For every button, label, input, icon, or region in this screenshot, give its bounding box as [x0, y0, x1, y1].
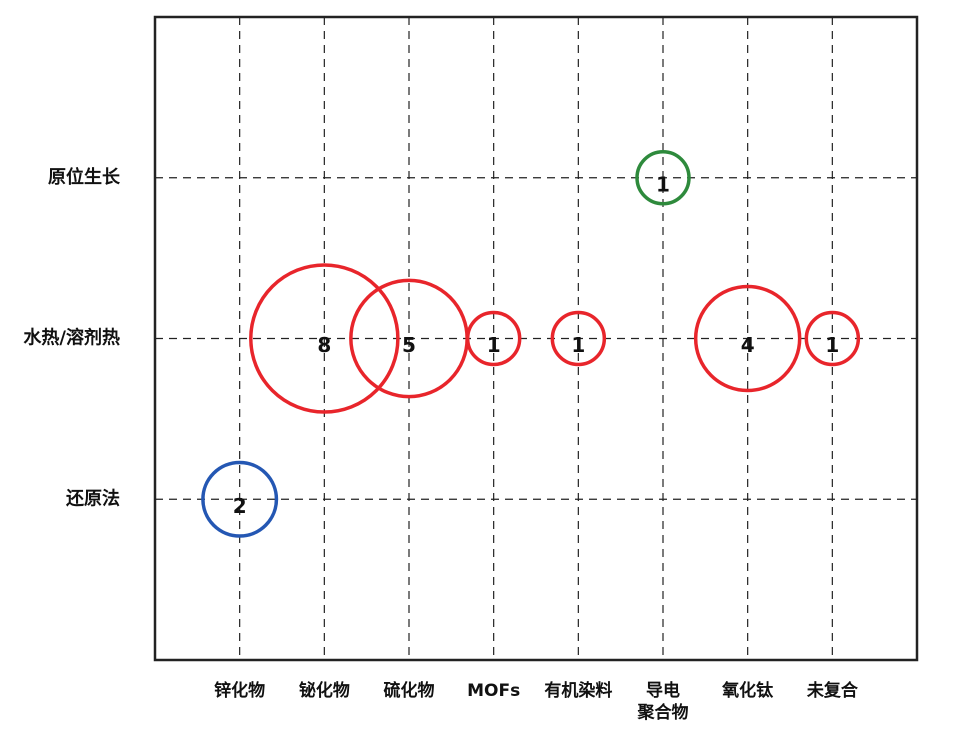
bubble — [465, 310, 522, 367]
bubble — [804, 310, 861, 367]
x-tick-label: 氧化钛 — [722, 681, 774, 701]
y-tick-label: 水热/溶剂热 — [23, 327, 120, 349]
bubble-label: 5 — [402, 333, 416, 357]
bubble-label: 8 — [317, 333, 331, 357]
y-tick-label: 原位生长 — [48, 166, 121, 188]
bubble-label: 1 — [656, 172, 670, 196]
y-tick-label: 还原法 — [65, 487, 120, 509]
x-tick-label: 锌化物 — [214, 681, 266, 701]
bubble — [635, 150, 691, 206]
x-tick-label: 未复合 — [806, 681, 858, 701]
bubble-label: 1 — [571, 333, 585, 357]
x-tick-label: 有机染料 — [544, 681, 613, 701]
bubble — [550, 310, 607, 367]
x-tick-label: MOFs — [467, 681, 521, 701]
bubble-label: 2 — [233, 494, 247, 518]
plot-frame — [153, 15, 919, 662]
bubble-label: 1 — [487, 333, 501, 357]
bubble-label: 1 — [825, 333, 839, 357]
bubble-label: 4 — [741, 333, 755, 357]
x-tick-label: 铋化物 — [298, 681, 350, 701]
x-tick-label: 硫化物 — [383, 681, 435, 701]
x-tick-label: 导电 聚合物 — [637, 681, 689, 723]
bubble — [693, 284, 802, 393]
bubble — [201, 460, 279, 538]
bubble — [249, 263, 400, 414]
